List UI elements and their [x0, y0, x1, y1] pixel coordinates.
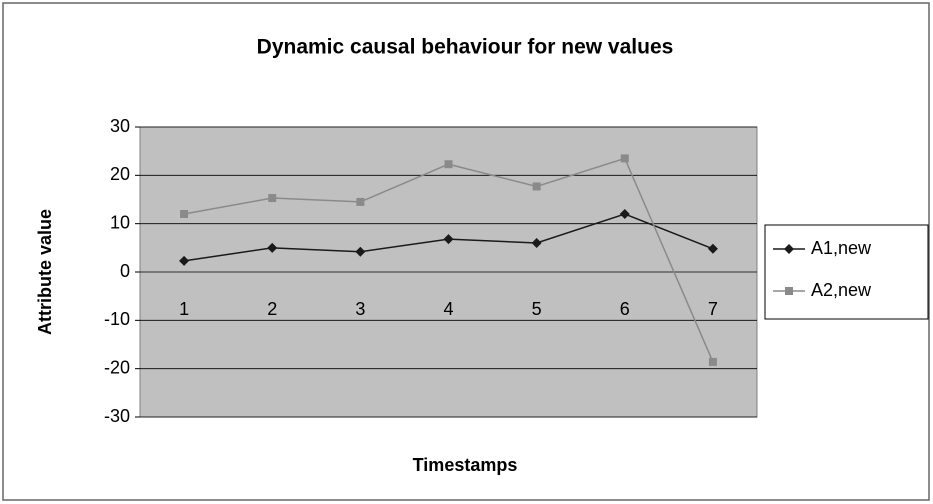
- y-tick-label: 20: [110, 164, 130, 184]
- y-tick-label: 30: [110, 116, 130, 136]
- x-tick-label: 6: [620, 299, 630, 319]
- data-point: [443, 234, 454, 245]
- data-point: [268, 194, 277, 203]
- x-tick-label: 4: [443, 299, 453, 319]
- data-point: [707, 243, 718, 254]
- y-axis-label: Attribute value: [35, 209, 55, 335]
- legend-label: A2,new: [811, 280, 872, 300]
- data-point: [267, 242, 278, 253]
- y-tick-label: 10: [110, 212, 130, 232]
- data-point: [620, 154, 629, 163]
- y-tick-label: -20: [104, 357, 130, 377]
- x-tick-label: 2: [267, 299, 277, 319]
- x-tick-label: 5: [532, 299, 542, 319]
- legend-marker: [784, 244, 794, 254]
- data-point: [180, 210, 189, 218]
- legend-marker: [785, 287, 793, 295]
- x-tick-label: 3: [355, 299, 365, 319]
- legend-box: [764, 224, 929, 320]
- data-point: [619, 209, 630, 219]
- data-point: [531, 238, 542, 248]
- data-point: [356, 197, 365, 206]
- legend-label: A1,new: [811, 238, 872, 258]
- x-axis-label: Timestamps: [413, 455, 518, 475]
- data-point: [355, 246, 366, 257]
- data-point: [532, 182, 541, 191]
- y-tick-label: 0: [120, 261, 130, 281]
- data-point: [708, 357, 717, 366]
- chart-title: Dynamic causal behaviour for new values: [257, 36, 674, 59]
- data-point: [179, 255, 190, 266]
- y-tick-label: -10: [104, 309, 130, 329]
- data-point: [444, 160, 453, 169]
- x-tick-label: 7: [708, 299, 718, 319]
- x-tick-label: 1: [179, 299, 189, 319]
- y-tick-label: -30: [104, 406, 130, 426]
